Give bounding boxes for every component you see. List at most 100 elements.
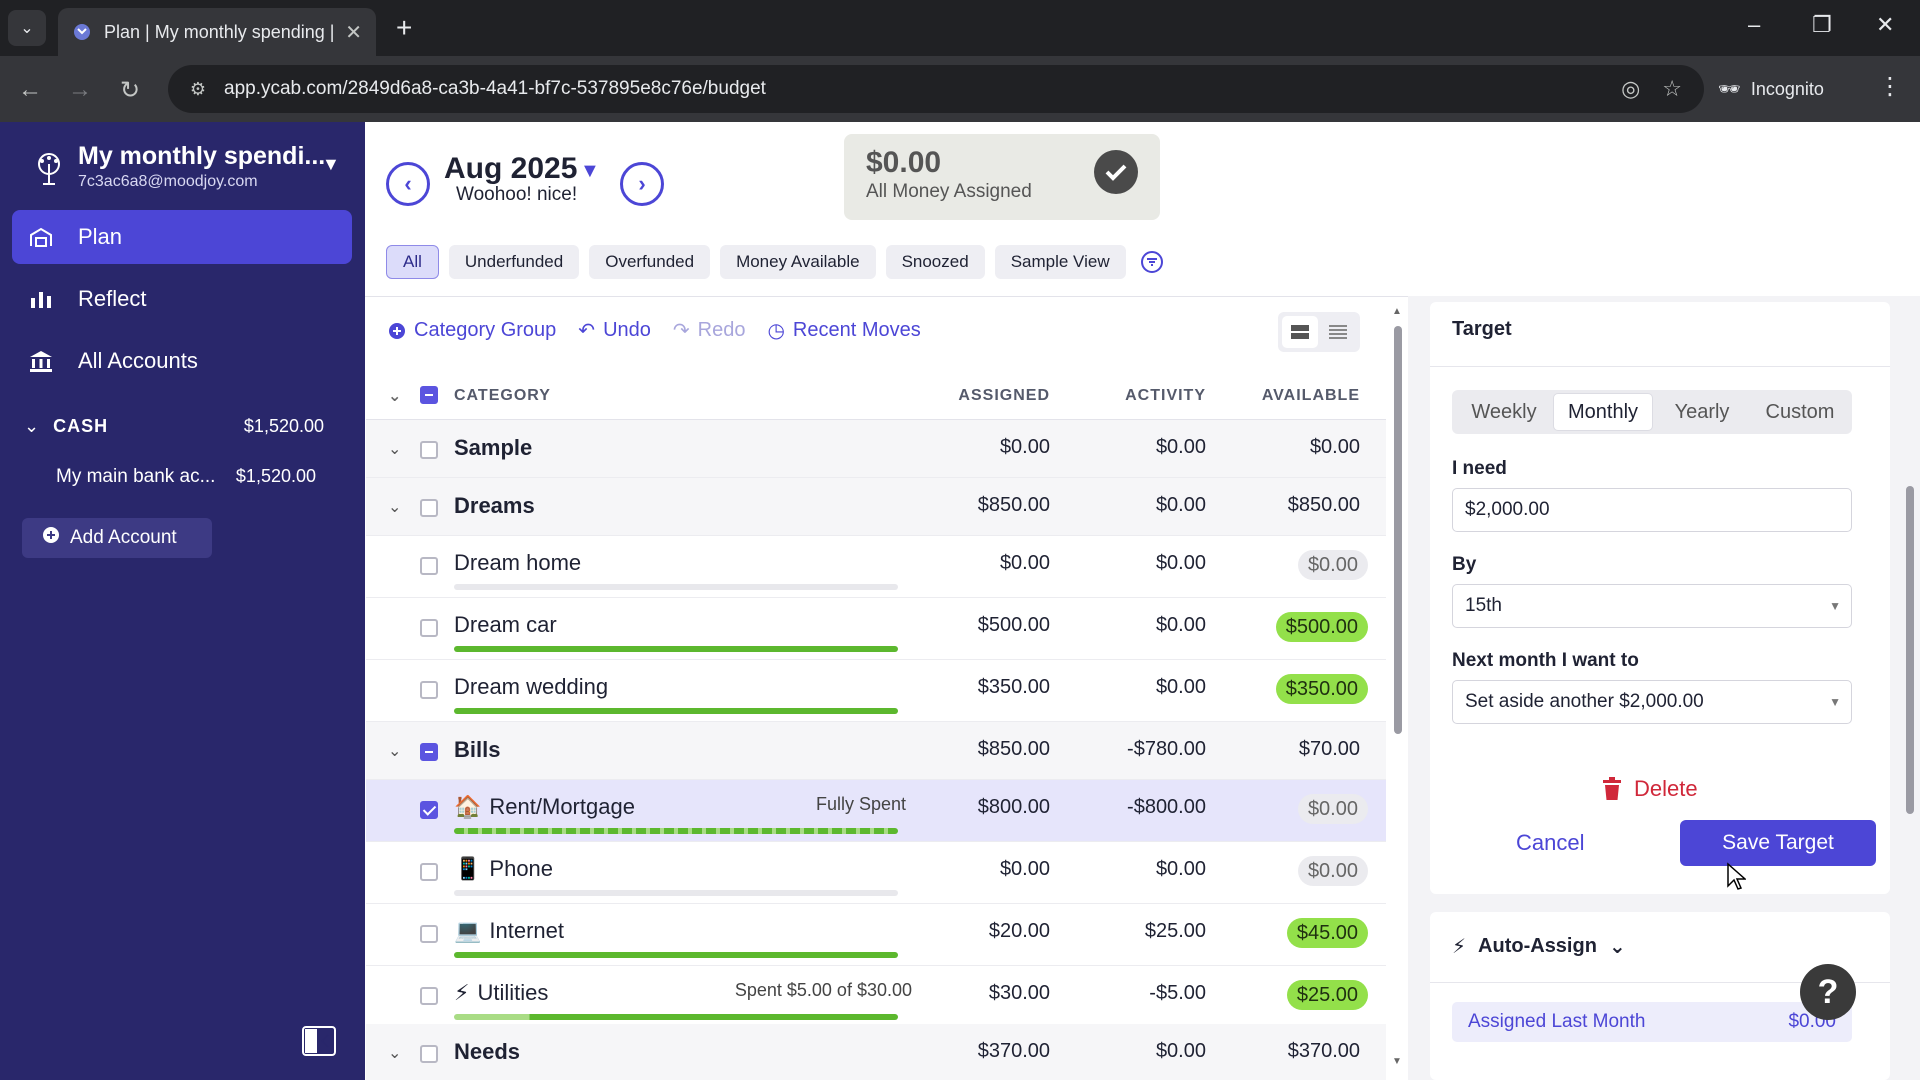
category-row[interactable]: 📱 Phone $0.00 $0.00 $0.00	[366, 842, 1386, 904]
filter-settings-icon[interactable]	[1140, 250, 1164, 274]
browser-menu-icon[interactable]: ⋮	[1878, 73, 1902, 100]
assigned-value[interactable]: $30.00	[988, 982, 1050, 1004]
row-checkbox[interactable]	[420, 801, 438, 819]
tab-search-button[interactable]: ⌄	[8, 10, 46, 46]
scrollbar-thumb[interactable]	[1394, 326, 1402, 734]
cancel-button[interactable]: Cancel	[1516, 830, 1585, 855]
inspector-scrollbar[interactable]	[1904, 306, 1916, 1076]
add-category-group-button[interactable]: Category Group	[388, 319, 556, 342]
address-bar[interactable]: ⚙ app.ycab.com/2849d6a8-ca3b-4a41-bf7c-5…	[168, 65, 1704, 113]
eye-off-icon[interactable]: ◎	[1621, 76, 1641, 101]
assigned-value[interactable]: $350.00	[977, 676, 1050, 698]
chevron-down-icon[interactable]: ⌄	[388, 743, 402, 760]
new-tab-button[interactable]: +	[396, 12, 413, 43]
assigned-value[interactable]: $800.00	[977, 796, 1050, 818]
available-pill[interactable]: $350.00	[1275, 674, 1368, 704]
category-group-row[interactable]: ⌄ Sample $0.00 $0.00 $0.00	[366, 420, 1386, 478]
help-button[interactable]: ?	[1800, 964, 1856, 1020]
add-account-button[interactable]: Add Account	[22, 518, 212, 558]
account-group-cash[interactable]: ⌄ CASH $1,520.00	[24, 416, 324, 437]
row-checkbox[interactable]	[420, 681, 438, 699]
chevron-down-icon[interactable]: ⌄	[388, 441, 402, 458]
by-date-select[interactable]: 15th ▼	[1452, 584, 1852, 628]
available-pill[interactable]: $25.00	[1286, 980, 1368, 1010]
reload-icon[interactable]: ↻	[119, 76, 141, 104]
auto-assign-option[interactable]: Assigned Last Month $0.00	[1452, 1002, 1852, 1042]
category-row[interactable]: ⚡ Utilities Spent $5.00 of $30.00 $30.00…	[366, 966, 1386, 1028]
row-checkbox[interactable]	[420, 499, 438, 517]
comfortable-view-icon[interactable]	[1282, 316, 1318, 348]
nav-plan[interactable]: Plan	[12, 210, 352, 264]
need-amount-input[interactable]: $2,000.00	[1452, 488, 1852, 532]
close-tab-icon[interactable]: ✕	[345, 21, 362, 44]
available-pill[interactable]: $500.00	[1275, 612, 1368, 642]
assigned-value[interactable]: $0.00	[999, 552, 1050, 574]
category-group-row[interactable]: ⌄ Needs $370.00 $0.00 $370.00	[366, 1024, 1386, 1080]
minimize-icon[interactable]: –	[1748, 12, 1761, 37]
collapse-sidebar-icon[interactable]	[302, 1026, 336, 1056]
month-picker-caret-icon[interactable]: ▼	[580, 160, 600, 182]
assigned-value[interactable]: $0.00	[999, 436, 1050, 458]
site-info-icon[interactable]: ⚙	[189, 78, 207, 99]
row-checkbox[interactable]	[420, 863, 438, 881]
row-checkbox[interactable]	[420, 557, 438, 575]
restore-icon[interactable]: ❐	[1812, 12, 1832, 37]
ready-to-assign-card[interactable]: $0.00 All Money Assigned	[844, 134, 1160, 220]
assigned-value[interactable]: $500.00	[977, 614, 1050, 636]
assigned-value[interactable]: $850.00	[977, 494, 1050, 516]
scrollbar-thumb[interactable]	[1906, 486, 1914, 814]
category-group-row[interactable]: ⌄ Bills $850.00 -$780.00 $70.00	[366, 722, 1386, 780]
url-text[interactable]: app.ycab.com/2849d6a8-ca3b-4a41-bf7c-537…	[224, 78, 766, 99]
row-checkbox[interactable]	[420, 743, 438, 761]
select-all-checkbox[interactable]	[420, 386, 438, 404]
filter-all[interactable]: All	[386, 245, 439, 279]
filter-underfunded[interactable]: Underfunded	[448, 245, 580, 279]
assigned-value[interactable]: $370.00	[977, 1040, 1050, 1062]
budget-switcher[interactable]: My monthly spendi... 7c3ac6a8@moodjoy.co…	[30, 140, 350, 196]
row-checkbox[interactable]	[420, 619, 438, 637]
account-row[interactable]: My main bank ac... $1,520.00	[56, 466, 316, 488]
scroll-down-icon[interactable]: ▼	[1392, 1056, 1402, 1067]
back-icon[interactable]: ←	[18, 76, 42, 103]
filter-sample-view[interactable]: Sample View	[994, 245, 1126, 279]
cadence-monthly[interactable]: Monthly	[1553, 393, 1653, 431]
available-pill[interactable]: $0.00	[1297, 550, 1368, 580]
row-checkbox[interactable]	[420, 925, 438, 943]
category-row[interactable]: Dream car $500.00 $0.00 $500.00	[366, 598, 1386, 660]
chevron-down-icon[interactable]: ⌄	[388, 499, 402, 516]
delete-target-button[interactable]: Delete	[1602, 776, 1698, 802]
undo-button[interactable]: ↶ Undo	[578, 318, 651, 343]
available-pill[interactable]: $0.00	[1297, 856, 1368, 886]
cadence-yearly[interactable]: Yearly	[1674, 400, 1730, 423]
close-window-icon[interactable]: ✕	[1876, 12, 1895, 37]
nav-all-accounts[interactable]: All Accounts	[12, 334, 352, 388]
compact-view-icon[interactable]	[1320, 316, 1356, 348]
incognito-indicator[interactable]: 🕶 Incognito	[1718, 68, 1824, 110]
redo-button[interactable]: ↷ Redo	[673, 318, 746, 343]
chevron-down-icon[interactable]: ⌄	[388, 1045, 402, 1062]
category-row[interactable]: Dream wedding $350.00 $0.00 $350.00	[366, 660, 1386, 722]
cadence-custom[interactable]: Custom	[1765, 400, 1835, 423]
assigned-value[interactable]: $0.00	[999, 858, 1050, 880]
forward-icon[interactable]: →	[68, 76, 92, 103]
collapse-all-icon[interactable]: ⌄	[388, 388, 403, 405]
available-pill[interactable]: $45.00	[1286, 918, 1368, 948]
category-group-row[interactable]: ⌄ Dreams $850.00 $0.00 $850.00	[366, 478, 1386, 536]
browser-tab[interactable]: Plan | My monthly spending | Y ✕	[58, 8, 376, 56]
filter-overfunded[interactable]: Overfunded	[589, 245, 711, 279]
next-month-select[interactable]: Set aside another $2,000.00 ▼	[1452, 680, 1852, 724]
row-checkbox[interactable]	[420, 441, 438, 459]
save-target-button[interactable]: Save Target	[1680, 820, 1876, 866]
row-checkbox[interactable]	[420, 1045, 438, 1063]
category-row[interactable]: Dream home $0.00 $0.00 $0.00	[366, 536, 1386, 598]
assigned-value[interactable]: $850.00	[977, 738, 1050, 760]
available-pill[interactable]: $0.00	[1297, 794, 1368, 824]
nav-reflect[interactable]: Reflect	[12, 272, 352, 326]
filter-money-available[interactable]: Money Available	[720, 245, 876, 279]
star-icon[interactable]: ☆	[1662, 76, 1682, 101]
category-row-selected[interactable]: 🏠 Rent/Mortgage Fully Spent $800.00 -$80…	[366, 780, 1452, 842]
table-scrollbar[interactable]: ▲ ▼	[1392, 306, 1404, 1076]
next-month-button[interactable]: ›	[620, 162, 664, 206]
filter-snoozed[interactable]: Snoozed	[885, 245, 985, 279]
category-row[interactable]: 💻 Internet $20.00 $25.00 $45.00	[366, 904, 1386, 966]
